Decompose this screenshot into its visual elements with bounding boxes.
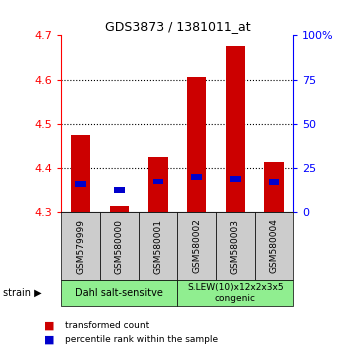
- Text: GSM580001: GSM580001: [153, 218, 163, 274]
- Bar: [148, 157, 168, 212]
- Bar: [153, 178, 163, 184]
- Text: GSM580003: GSM580003: [231, 218, 240, 274]
- Bar: [226, 46, 245, 212]
- Bar: [230, 176, 241, 182]
- Bar: [191, 174, 202, 180]
- Text: strain ▶: strain ▶: [3, 288, 42, 298]
- Bar: [71, 135, 90, 212]
- Title: GDS3873 / 1381011_at: GDS3873 / 1381011_at: [104, 20, 250, 33]
- Bar: [187, 78, 206, 212]
- Bar: [269, 179, 279, 185]
- Text: ■: ■: [44, 321, 55, 331]
- Text: transformed count: transformed count: [65, 321, 149, 330]
- Text: GSM580002: GSM580002: [192, 218, 201, 274]
- Text: Dahl salt-sensitve: Dahl salt-sensitve: [75, 288, 163, 298]
- Text: S.LEW(10)x12x2x3x5
congenic: S.LEW(10)x12x2x3x5 congenic: [187, 283, 284, 303]
- Text: GSM580004: GSM580004: [269, 218, 279, 274]
- Text: percentile rank within the sample: percentile rank within the sample: [65, 335, 218, 344]
- Bar: [114, 187, 125, 193]
- Text: GSM579999: GSM579999: [76, 218, 85, 274]
- Bar: [110, 206, 129, 212]
- Text: ■: ■: [44, 335, 55, 345]
- Text: GSM580000: GSM580000: [115, 218, 124, 274]
- Bar: [264, 161, 284, 212]
- Bar: [75, 181, 86, 187]
